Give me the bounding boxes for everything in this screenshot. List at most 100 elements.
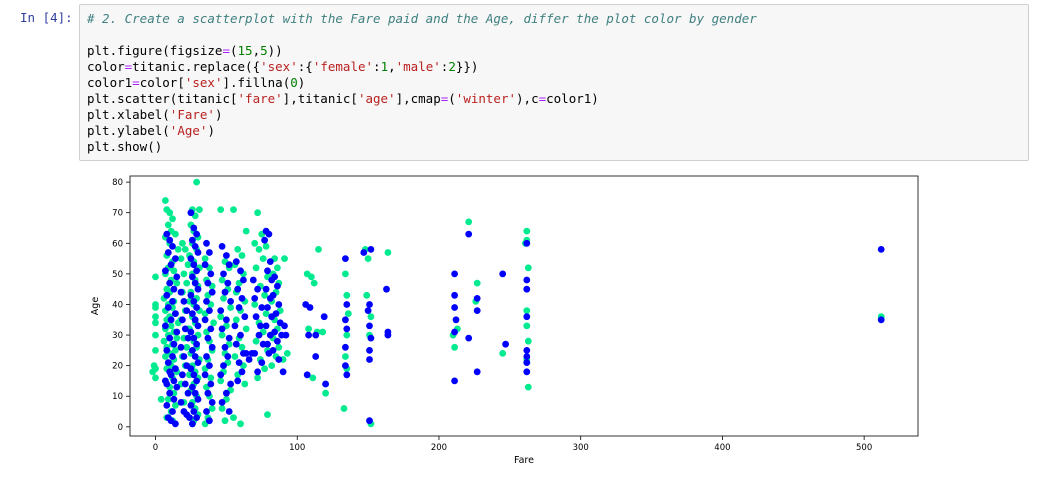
data-point <box>384 249 392 256</box>
data-point <box>194 359 202 366</box>
data-point <box>262 310 270 317</box>
data-point <box>173 334 181 342</box>
x-tick-label: 0 <box>153 443 158 453</box>
data-point <box>523 368 531 376</box>
data-point <box>225 334 233 342</box>
code-editor[interactable]: # 2. Create a scatterplot with the Fare … <box>79 4 1029 161</box>
data-point <box>315 246 322 253</box>
data-point <box>169 298 176 305</box>
plot-frame <box>129 175 919 437</box>
data-point <box>274 282 281 290</box>
data-point <box>238 295 246 302</box>
data-point <box>204 279 212 287</box>
data-point <box>524 337 532 345</box>
data-point <box>194 322 202 330</box>
data-point <box>242 325 250 333</box>
data-point <box>217 371 225 379</box>
data-point <box>451 291 458 299</box>
data-point <box>187 402 195 409</box>
data-point <box>264 267 271 275</box>
data-point <box>343 291 351 299</box>
data-point <box>235 359 243 366</box>
data-point <box>164 395 172 403</box>
data-point <box>238 368 246 376</box>
data-point <box>204 389 212 397</box>
data-point <box>184 389 192 397</box>
data-point <box>342 362 349 369</box>
data-point <box>217 206 225 213</box>
data-point <box>252 264 260 272</box>
data-point <box>238 252 246 259</box>
data-point <box>877 246 885 253</box>
data-point <box>184 334 192 342</box>
data-point <box>181 325 189 333</box>
data-point <box>262 322 270 330</box>
data-point <box>283 350 291 357</box>
x-tick-label: 300 <box>573 443 589 453</box>
data-point <box>383 285 390 293</box>
data-point <box>179 239 186 247</box>
data-point <box>232 316 240 324</box>
data-point <box>523 322 531 330</box>
data-point <box>189 236 196 244</box>
data-point <box>162 353 169 360</box>
data-point <box>367 313 375 321</box>
data-point <box>254 285 261 293</box>
code-line: plt.show() <box>87 139 163 154</box>
data-point <box>206 307 213 314</box>
data-point <box>238 343 246 351</box>
data-point <box>166 279 174 287</box>
data-point <box>308 273 315 281</box>
data-point <box>305 331 312 339</box>
data-point <box>309 374 317 382</box>
data-point <box>237 267 244 275</box>
data-point <box>255 331 263 339</box>
code-line <box>87 27 757 43</box>
data-point <box>224 353 232 360</box>
data-point <box>523 285 531 293</box>
data-point <box>191 389 199 397</box>
data-point <box>364 255 372 262</box>
data-point <box>451 328 458 336</box>
cell-output: 0 100 200 300 400 500 0 10 20 30 40 50 60 70 80 Fare Age <box>79 168 1029 468</box>
data-point <box>166 209 174 217</box>
data-point <box>191 243 199 250</box>
data-point <box>877 316 885 324</box>
data-point <box>170 267 178 275</box>
data-point <box>320 313 328 321</box>
data-point <box>218 399 226 406</box>
y-tick-label: 20 <box>112 362 123 372</box>
data-point <box>152 319 159 327</box>
data-point <box>201 261 209 269</box>
data-point <box>227 304 235 311</box>
data-point <box>223 252 230 259</box>
data-point <box>220 270 227 278</box>
data-point <box>190 261 198 269</box>
data-point <box>237 331 244 339</box>
data-point <box>269 291 277 299</box>
data-point <box>210 319 218 327</box>
data-point <box>190 298 198 305</box>
data-point <box>172 365 179 373</box>
y-tick-label: 50 <box>112 270 123 280</box>
code-line: plt.xlabel('Fare') <box>87 107 223 122</box>
y-tick-label: 10 <box>112 392 123 402</box>
data-point <box>189 420 196 428</box>
data-point <box>342 343 349 351</box>
data-point <box>152 304 159 311</box>
data-point <box>465 230 473 238</box>
data-point <box>203 408 210 415</box>
code-text[interactable]: # 2. Create a scatterplot with the Fare … <box>87 11 757 155</box>
data-point <box>257 322 264 330</box>
data-point <box>207 374 215 382</box>
data-point <box>170 395 178 403</box>
data-point <box>162 197 169 204</box>
data-point <box>235 304 243 311</box>
data-point <box>189 310 196 317</box>
y-axis-label: Age <box>90 297 101 316</box>
data-point <box>172 230 179 238</box>
data-point <box>217 313 225 321</box>
code-line: plt.figure(figsize=(15,5)) <box>87 43 283 58</box>
data-point <box>163 380 171 388</box>
data-point <box>157 395 165 403</box>
